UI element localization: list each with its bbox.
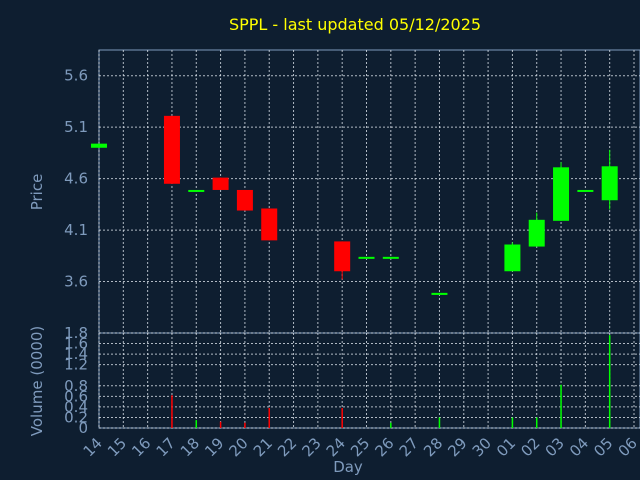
x-tick-label: 18: [177, 434, 203, 460]
candle-down: [163, 115, 180, 184]
candle-up: [601, 166, 618, 201]
x-axis-label: Day: [333, 458, 363, 476]
x-tick-label: 02: [517, 434, 543, 460]
x-tick-label: 03: [542, 434, 568, 460]
x-tick-label: 21: [250, 434, 276, 460]
x-tick-label: 04: [566, 434, 592, 460]
x-tick-label: 29: [444, 434, 470, 460]
volume-plot-area: [98, 332, 640, 429]
x-tick-label: 24: [323, 434, 349, 460]
x-tick-label: 19: [201, 434, 227, 460]
volume-tick-label: 0.6: [64, 387, 88, 405]
candle-up: [188, 189, 205, 192]
x-tick-label: 23: [298, 434, 324, 460]
x-tick-label: 01: [493, 434, 519, 460]
candle-down: [212, 177, 229, 190]
x-tick-label: 26: [371, 434, 397, 460]
volume-tick-label: 1.2: [64, 356, 88, 374]
x-tick-label: 30: [469, 434, 495, 460]
candle-up: [504, 244, 521, 272]
x-tick-label: 06: [615, 434, 640, 460]
x-tick-label: 20: [226, 434, 252, 460]
x-tick-label: 17: [153, 434, 179, 460]
candle-down: [334, 241, 351, 272]
candle-up: [528, 219, 545, 247]
price-axis-label: Price: [28, 174, 46, 211]
price-tick-label: 3.6: [64, 273, 88, 291]
candle-up: [382, 256, 399, 259]
price-tick-label: 5.1: [64, 118, 88, 136]
candle-up: [577, 189, 594, 192]
price-tick-label: 4.1: [64, 221, 88, 239]
candle-up: [91, 143, 107, 148]
volume-tick-label: 0.2: [64, 408, 88, 426]
volume-tick-label: 0: [78, 419, 88, 437]
volume-tick-label: 0.4: [64, 398, 88, 416]
chart-title: SPPL - last updated 05/12/2025: [229, 15, 481, 34]
candles: [91, 115, 618, 295]
candle-down: [261, 208, 278, 241]
candle-up: [553, 167, 570, 221]
x-tick-label: 05: [590, 434, 616, 460]
grid-lines: [98, 50, 640, 429]
x-tick-label: 14: [80, 434, 106, 460]
volume-bars: [171, 335, 611, 428]
x-tick-label: 25: [347, 434, 373, 460]
candle-up: [431, 292, 448, 295]
volume-tick-label: 0.8: [64, 377, 88, 395]
x-tick-label: 16: [128, 434, 154, 460]
candle-up: [358, 256, 375, 259]
volume-tick-label: 1.6: [64, 335, 88, 353]
volume-tick-label: 1.8: [64, 324, 88, 342]
volume-tick-label: 1.4: [64, 345, 88, 363]
x-tick-label: 22: [274, 434, 300, 460]
candle-down: [236, 189, 253, 211]
x-tick-label: 28: [420, 434, 446, 460]
x-tick-label: 15: [104, 434, 130, 460]
price-tick-label: 5.6: [64, 67, 88, 85]
tick-labels: 3.6 4.1 4.6 5.1 5.6 00.20.40.60.8 1.21.41.61.8…: [64, 67, 640, 461]
x-tick-label: 27: [396, 434, 422, 460]
volume-axis-label: Volume (0000): [28, 326, 46, 436]
price-tick-label: 4.6: [64, 170, 88, 188]
